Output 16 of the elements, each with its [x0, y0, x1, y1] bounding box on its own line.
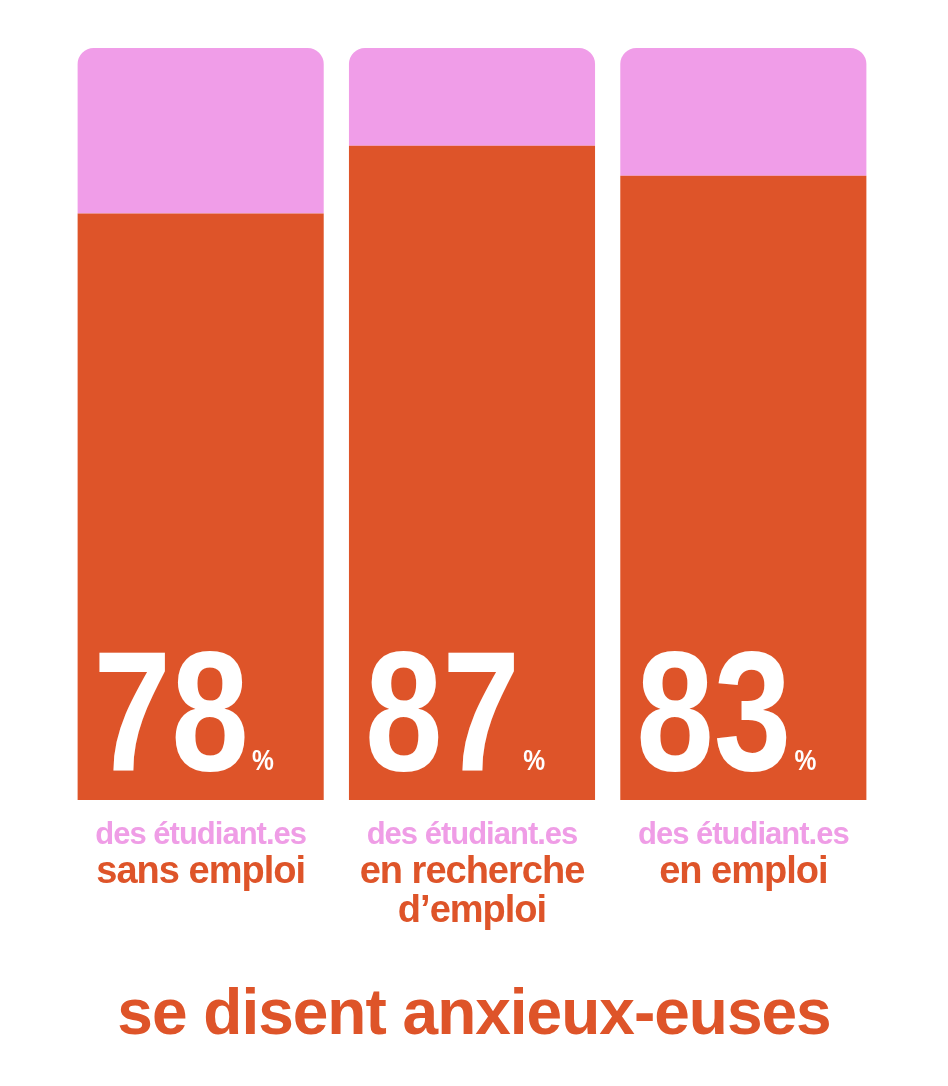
bar: [620, 175, 867, 800]
data-label: 83%: [636, 615, 817, 807]
text: se disent anxieux-euses: [116, 975, 832, 1049]
x-tick-label: sans emploi: [95, 848, 306, 891]
x-tick-label: en emploi: [658, 848, 829, 891]
x-tick-label: en recherche d’emploi: [358, 848, 586, 931]
bar: [348, 48, 596, 146]
data-label: 78%: [93, 615, 274, 807]
bar: [77, 213, 324, 800]
bar: [348, 145, 596, 800]
text: des étudiant.es: [637, 816, 850, 851]
text: des étudiant.es: [365, 816, 579, 851]
bar: [77, 48, 324, 214]
text: des étudiant.es: [94, 816, 307, 851]
data-label: 87%: [364, 615, 546, 807]
bar: [620, 48, 867, 176]
